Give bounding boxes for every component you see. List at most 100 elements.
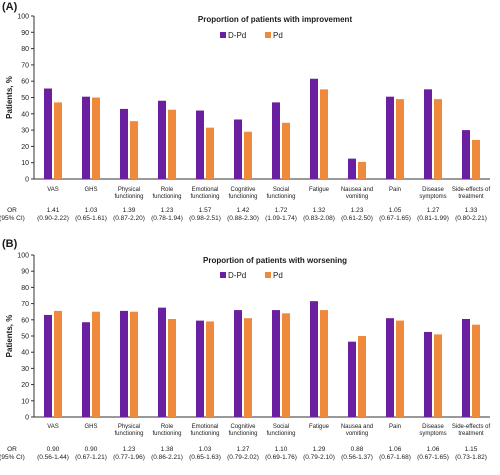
chart-panel-2: (B) 0 10 20 30 40 50 60 70 80 90 100 Patients, % Prop… — [0, 238, 490, 461]
or-value: 1.57 (0.98-2.51) — [189, 207, 221, 222]
x-tick-label: Role functioning — [152, 187, 181, 200]
y-tick-label: 80 — [21, 46, 29, 53]
x-tick-label: Pain — [389, 424, 401, 430]
or-value: 0.90 (0.67-1.21) — [75, 446, 107, 461]
bar-d-pd — [234, 310, 242, 417]
y-tick-label: 90 — [21, 269, 29, 276]
bar-d-pd — [348, 341, 356, 417]
x-tick-label: GHS — [84, 187, 97, 193]
x-tick-label: Side-effects of treatment — [452, 187, 491, 200]
chart-panel-1: (A) 0 10 20 30 40 50 60 70 80 90 100 Patients, % Prop… — [0, 1, 490, 222]
x-tick-label: Nausea and vomiting — [341, 187, 373, 200]
chart-title: Proportion of patients with improvement — [198, 15, 353, 24]
bar-pd — [472, 139, 480, 179]
bar-d-pd — [424, 331, 432, 417]
bar-d-pd — [462, 130, 470, 179]
x-tick-label: Nausea and vomiting — [341, 424, 373, 437]
or-value: 1.29 (0.79-2.10) — [303, 446, 335, 461]
or-value: 1.41 (0.90-2.22) — [37, 207, 69, 222]
x-tick-label: VAS — [47, 424, 59, 430]
y-tick-label: 100 — [17, 253, 29, 260]
bar-d-pd — [158, 307, 166, 417]
or-value: 1.23 (0.78-1.94) — [151, 207, 183, 222]
bar-pd — [168, 318, 176, 417]
bar-pd — [396, 99, 404, 179]
y-tick-label: 60 — [21, 317, 29, 324]
legend-swatch — [220, 272, 226, 278]
y-tick-label: 40 — [21, 350, 29, 357]
or-value: 1.10 (0.69-1.76) — [265, 446, 297, 461]
legend-label: D-Pd — [228, 271, 246, 280]
bar-d-pd — [196, 320, 204, 417]
bar-d-pd — [120, 108, 128, 179]
y-tick-label: 90 — [21, 30, 29, 37]
x-tick-label: Fatigue — [309, 187, 330, 193]
x-tick-label: Social functioning — [266, 424, 295, 437]
y-tick-label: 70 — [21, 62, 29, 69]
or-value: 1.03 (0.65-1.61) — [75, 207, 107, 222]
or-value: 1.33 (0.80-2.21) — [455, 207, 487, 222]
bar-pd — [54, 102, 62, 179]
y-tick-label: 10 — [21, 398, 29, 405]
bar-d-pd — [348, 158, 356, 179]
bar-d-pd — [272, 102, 280, 179]
bar-d-pd — [462, 318, 470, 417]
or-value: 1.72 (1.09-1.74) — [265, 207, 297, 222]
bar-pd — [206, 321, 214, 417]
bar-d-pd — [310, 301, 318, 417]
x-tick-label: Side-effects of treatment — [452, 424, 491, 437]
bar-pd — [282, 313, 290, 417]
or-value: 1.06 (0.67-1.65) — [417, 446, 449, 461]
y-tick-label: 30 — [21, 128, 29, 135]
panel-label: (B) — [2, 238, 18, 250]
chart-title: Proportion of patients with worsening — [203, 256, 347, 265]
or-value: 0.90 (0.56-1.44) — [37, 446, 69, 461]
y-tick-label: 80 — [21, 285, 29, 292]
legend-swatch — [265, 32, 271, 38]
bar-pd — [92, 311, 100, 417]
bar-d-pd — [120, 310, 128, 417]
bar-pd — [358, 336, 366, 417]
x-tick-label: Fatigue — [309, 424, 330, 430]
or-value: 1.15 (0.73-1.82) — [455, 446, 487, 461]
y-tick-label: 40 — [21, 111, 29, 118]
x-tick-label: Emotional functioning — [190, 424, 219, 437]
bar-d-pd — [272, 310, 280, 417]
bar-d-pd — [196, 110, 204, 179]
bar-d-pd — [82, 96, 90, 179]
bar-d-pd — [44, 88, 52, 179]
y-tick-label: 0 — [25, 177, 29, 184]
or-value: 1.27 (0.79-2.02) — [227, 446, 259, 461]
bar-d-pd — [82, 322, 90, 417]
bar-pd — [396, 320, 404, 417]
bar-pd — [168, 109, 176, 179]
legend-label: Pd — [273, 271, 283, 280]
x-tick-label: Disease symptoms — [419, 187, 446, 200]
y-tick-label: 0 — [25, 415, 29, 422]
panel-label: (A) — [2, 1, 18, 13]
or-value: 1.38 (0.86-2.21) — [151, 446, 183, 461]
x-tick-label: GHS — [84, 424, 97, 430]
or-value: 1.23 (0.77-1.96) — [113, 446, 145, 461]
bar-pd — [244, 131, 252, 179]
y-tick-label: 100 — [17, 14, 29, 21]
bar-pd — [320, 89, 328, 179]
y-tick-label: 50 — [21, 334, 29, 341]
x-tick-label: Physical functioning — [114, 187, 143, 200]
bar-pd — [358, 161, 366, 179]
x-tick-label: VAS — [47, 187, 59, 193]
bar-pd — [130, 311, 138, 417]
x-tick-label: Pain — [389, 187, 401, 193]
bar-d-pd — [158, 100, 166, 179]
or-value: 1.06 (0.67-1.68) — [379, 446, 411, 461]
x-tick-label: Disease symptoms — [419, 424, 446, 437]
or-value: 1.32 (0.83-2.08) — [303, 207, 335, 222]
or-value: 0.88 (0.56-1.37) — [341, 446, 373, 461]
x-tick-label: Physical functioning — [114, 424, 143, 437]
x-tick-label: Social functioning — [266, 187, 295, 200]
or-value: 1.23 (0.61-2.50) — [341, 207, 373, 222]
x-tick-label: Role functioning — [152, 424, 181, 437]
x-tick-label: Emotional functioning — [190, 187, 219, 200]
bar-pd — [206, 127, 214, 179]
or-label: OR (95% CI) — [0, 446, 25, 461]
